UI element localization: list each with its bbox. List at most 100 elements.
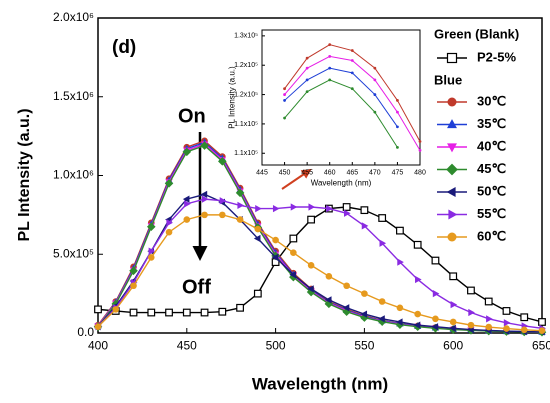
point — [255, 204, 262, 213]
x-tick-label: 600 — [443, 338, 463, 352]
point — [538, 327, 546, 334]
point — [360, 206, 369, 215]
point — [350, 71, 354, 75]
point — [129, 266, 138, 276]
point — [235, 188, 245, 198]
series-line — [97, 193, 543, 333]
point — [378, 214, 387, 222]
point — [418, 140, 422, 143]
point — [218, 157, 227, 166]
series-line — [97, 198, 543, 329]
inset-x-title: Wavelength (nm) — [311, 178, 372, 187]
y-tick-label: 5.0x10⁵ — [53, 246, 94, 260]
point — [146, 222, 156, 231]
point — [342, 203, 351, 211]
y-tick-label: 1.1x10⁵ — [234, 150, 258, 157]
point — [431, 323, 439, 331]
point — [350, 87, 354, 91]
point — [305, 66, 309, 70]
point — [520, 313, 529, 322]
legend-label: 40℃ — [477, 138, 506, 153]
point — [254, 225, 262, 233]
point — [396, 304, 404, 312]
point — [538, 318, 546, 326]
point — [236, 303, 244, 312]
point — [305, 90, 309, 94]
series-line — [97, 206, 543, 323]
x-tick-label: 550 — [354, 338, 374, 352]
point — [413, 240, 422, 249]
legend-marker — [446, 163, 458, 176]
x-tick-label: 465 — [346, 170, 358, 177]
point — [431, 256, 440, 265]
y-tick-label: 1.2x10⁵ — [234, 91, 258, 98]
point — [484, 297, 493, 306]
point — [112, 306, 120, 313]
point — [360, 310, 368, 318]
y-tick-label: 1.2x10⁵ — [234, 62, 258, 69]
point — [350, 49, 354, 52]
inset-arrow — [281, 168, 312, 190]
plot-frame — [261, 29, 421, 166]
x-tick-label: 455 — [301, 170, 313, 177]
annotation-off: Off — [182, 276, 211, 298]
point — [326, 204, 333, 213]
x-tick-label: 475 — [392, 170, 404, 177]
point — [486, 315, 493, 323]
point — [164, 179, 174, 188]
legend-label: 55℃ — [477, 206, 506, 221]
x-tick-label: 650 — [532, 338, 550, 352]
point — [307, 285, 314, 293]
point — [378, 298, 386, 305]
point — [253, 234, 261, 243]
point — [200, 190, 208, 199]
point — [414, 310, 421, 318]
point — [415, 275, 422, 284]
x-tick-label: 445 — [256, 170, 268, 177]
point — [396, 99, 399, 102]
point — [342, 304, 350, 312]
legend-marker — [448, 209, 458, 220]
point — [328, 55, 332, 58]
y-tick-label: 2.0x10⁶ — [53, 10, 94, 24]
y-tick-label: 1.1x10⁵ — [234, 121, 258, 128]
x-tick-label: 500 — [266, 338, 286, 352]
point — [165, 308, 173, 317]
point — [184, 200, 191, 208]
y-tick-label: 0.0 — [77, 325, 94, 339]
point — [432, 289, 440, 298]
legend-marker — [446, 52, 458, 64]
point — [283, 99, 286, 102]
point — [148, 247, 156, 255]
annotation-on: On — [178, 105, 206, 127]
point — [503, 319, 511, 327]
point — [449, 272, 458, 281]
y-tick-label: 1.5x10⁶ — [53, 89, 94, 103]
point — [307, 261, 315, 269]
point — [94, 323, 102, 331]
point — [328, 43, 332, 47]
point — [378, 315, 385, 323]
legend-label: 30℃ — [477, 93, 506, 108]
point — [432, 315, 439, 323]
point — [183, 216, 191, 223]
point — [467, 321, 475, 329]
point — [520, 326, 528, 334]
legend-heading: Blue — [434, 72, 462, 87]
legend-marker — [447, 143, 457, 153]
point — [272, 204, 280, 213]
point — [200, 308, 209, 317]
series-line — [97, 214, 543, 332]
series-line — [284, 55, 421, 151]
point — [94, 305, 102, 314]
point — [449, 318, 457, 326]
x-tick-label: 480 — [414, 170, 426, 177]
point — [182, 147, 192, 157]
point — [344, 209, 351, 217]
point — [283, 93, 286, 96]
point — [200, 141, 209, 150]
legend-marker — [447, 97, 457, 107]
point — [165, 228, 173, 236]
point — [397, 258, 404, 266]
